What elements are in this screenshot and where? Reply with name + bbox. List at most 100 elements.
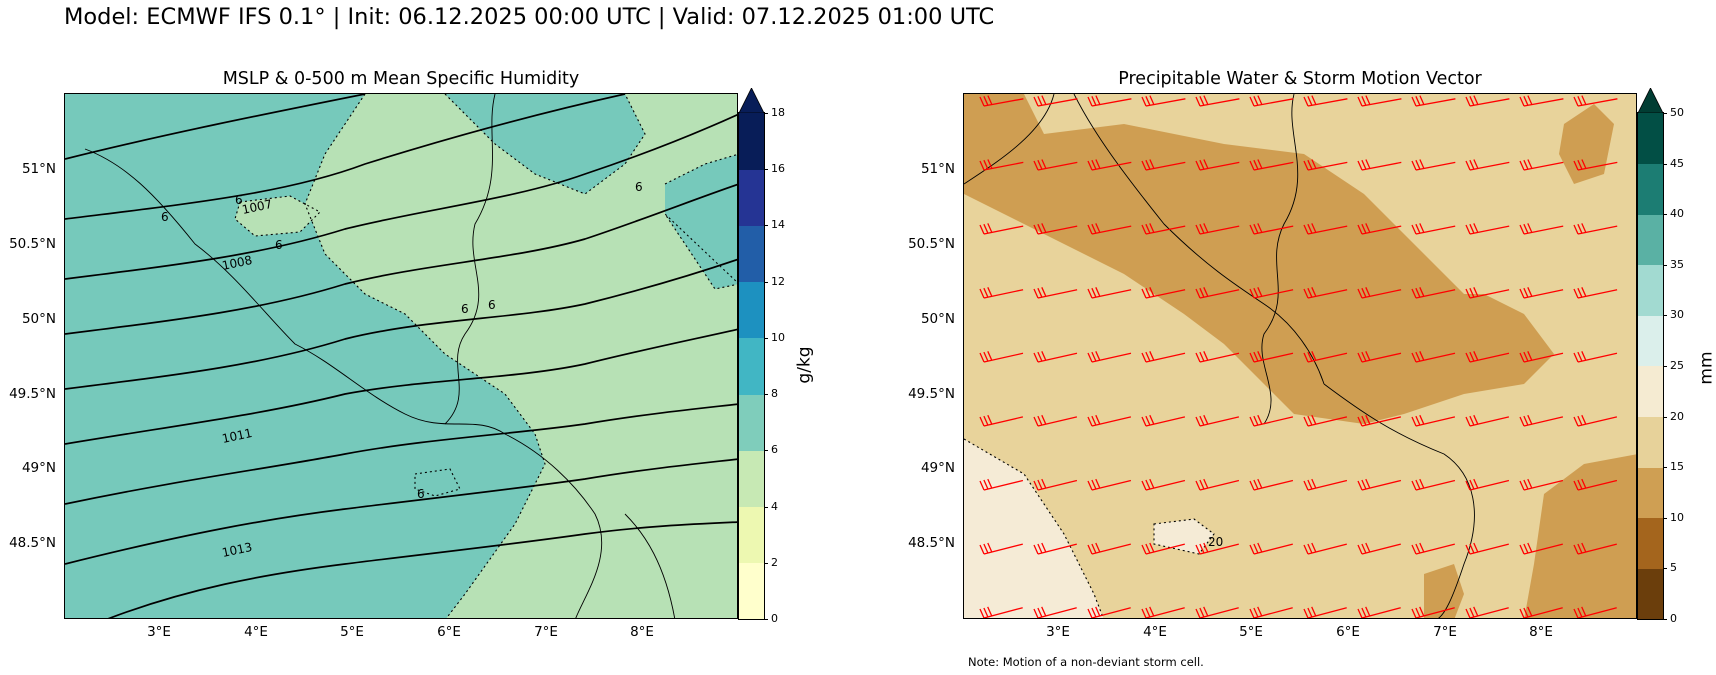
- colorbar-tick-label: 15: [1670, 460, 1684, 474]
- humidity-label: 6: [275, 238, 283, 252]
- wind-barb: [979, 95, 1024, 107]
- wind-barb: [1141, 95, 1186, 107]
- wind-barb: [1573, 351, 1618, 363]
- colorbar-tick-mark: [1663, 315, 1667, 317]
- wind-barb: [1357, 95, 1402, 107]
- lat-label: 49°N: [21, 460, 56, 476]
- pw-colorbar: [1637, 112, 1664, 620]
- wind-barb: [1195, 478, 1240, 491]
- wind-barb: [1249, 95, 1294, 107]
- humidity-label: 6: [461, 302, 469, 316]
- colorbar-tick-label: 8: [771, 387, 778, 401]
- wind-barb: [1195, 159, 1240, 171]
- colorbar-segment: [739, 281, 764, 339]
- lat-label: 49.5°N: [9, 386, 56, 402]
- wind-barb: [1033, 478, 1078, 491]
- moist-pocket-east: [665, 154, 737, 289]
- colorbar-tick-mark: [764, 337, 768, 339]
- wind-barb: [979, 223, 1024, 235]
- wind-barb: [1519, 542, 1563, 555]
- humidity-contours: [234, 94, 737, 618]
- wind-barb: [1411, 351, 1456, 363]
- wind-barb: [1465, 478, 1510, 491]
- pw-contours: [964, 438, 1215, 618]
- wind-barb: [1249, 159, 1294, 171]
- wind-barb: [1303, 95, 1348, 107]
- wind-barb: [1573, 159, 1618, 171]
- colorbar-tick-label: 0: [771, 612, 778, 625]
- lat-label: 49.5°N: [908, 386, 955, 402]
- lat-label: 50°N: [21, 311, 56, 327]
- lon-label: 4°E: [1143, 624, 1167, 640]
- colorbar-tick-label: 35: [1670, 257, 1684, 271]
- wind-barb: [1573, 223, 1618, 235]
- pw-wet-band: [964, 94, 1554, 424]
- lon-label: 8°E: [1529, 624, 1553, 640]
- wind-barb: [1465, 223, 1510, 235]
- isobars: [65, 94, 737, 618]
- lat-label: 48.5°N: [908, 535, 955, 551]
- wind-barb: [1249, 414, 1294, 427]
- left-panel-title: MSLP & 0-500 m Mean Specific Humidity: [222, 69, 580, 89]
- contour-labels: 1007 1008 1011 1013 6 6 6 6 6 6 6: [161, 180, 643, 560]
- colorbar-tick-mark: [1663, 214, 1667, 216]
- colorbar-tick-mark: [1663, 467, 1667, 469]
- colorbar-segment: [1638, 163, 1663, 215]
- wind-barb: [1033, 223, 1078, 235]
- colorbar-tick-label: 5: [1670, 561, 1677, 575]
- wind-barb: [1519, 287, 1564, 299]
- wind-barb: [1465, 287, 1510, 299]
- wind-barb: [1519, 414, 1564, 427]
- colorbar-segment: [739, 394, 764, 451]
- humidity-label: 6: [161, 210, 169, 224]
- colorbar-tick-mark: [1663, 113, 1667, 114]
- wind-barb: [1033, 287, 1078, 299]
- wind-barb: [1141, 351, 1186, 363]
- colorbar-segment: [1638, 315, 1663, 367]
- colorbar-tick-mark: [764, 619, 768, 620]
- colorbar-segment: [739, 169, 764, 226]
- wind-barb: [1141, 478, 1186, 491]
- colorbar-segment: [739, 506, 764, 564]
- colorbar-tick-mark: [1663, 517, 1667, 519]
- pw-wet-east: [1559, 104, 1614, 184]
- wind-barb: [1573, 287, 1618, 299]
- colorbar-tick-label: 40: [1670, 207, 1684, 221]
- wind-barb: [1573, 95, 1618, 107]
- colorbar-segment: [1638, 366, 1663, 418]
- wind-barb: [1357, 606, 1401, 618]
- colorbar-segment: [1638, 467, 1663, 519]
- wind-barb: [1033, 414, 1078, 427]
- wind-barb: [1195, 542, 1239, 555]
- wind-barb: [1141, 542, 1185, 555]
- colorbar-segment: [739, 225, 764, 283]
- colorbar-tick-label: 6: [771, 443, 778, 457]
- lat-label: 50.5°N: [908, 236, 955, 252]
- wind-barb: [1195, 414, 1240, 427]
- wind-barb: [1249, 542, 1293, 555]
- wind-barb: [1411, 159, 1456, 171]
- wind-barb: [1465, 159, 1510, 171]
- lat-label: 51°N: [21, 161, 56, 177]
- wind-barb: [1303, 351, 1348, 363]
- pw-contour-label: 20: [1208, 535, 1223, 549]
- dry-air-region: [305, 94, 737, 618]
- wind-barb: [1033, 542, 1077, 555]
- pw-dry-southwest: [964, 439, 1104, 618]
- colorbar-tick-label: 10: [1670, 510, 1684, 524]
- colorbar-segment: [1638, 113, 1663, 165]
- wind-barb: [979, 542, 1023, 555]
- wind-barb: [1303, 287, 1348, 299]
- wind-barb: [1087, 542, 1131, 555]
- humidity-colorbar: [738, 112, 765, 620]
- colorbar-tick-label: 0: [1670, 612, 1677, 625]
- wind-barb: [979, 478, 1024, 491]
- wind-barb: [1519, 223, 1564, 235]
- wind-barb: [1573, 478, 1618, 491]
- wind-barb: [979, 414, 1024, 427]
- wind-barb: [1033, 606, 1077, 618]
- colorbar-tick-mark: [1663, 416, 1667, 418]
- humidity-label: 6: [235, 193, 243, 207]
- wind-barb: [1465, 414, 1510, 427]
- wind-barb: [1519, 351, 1564, 363]
